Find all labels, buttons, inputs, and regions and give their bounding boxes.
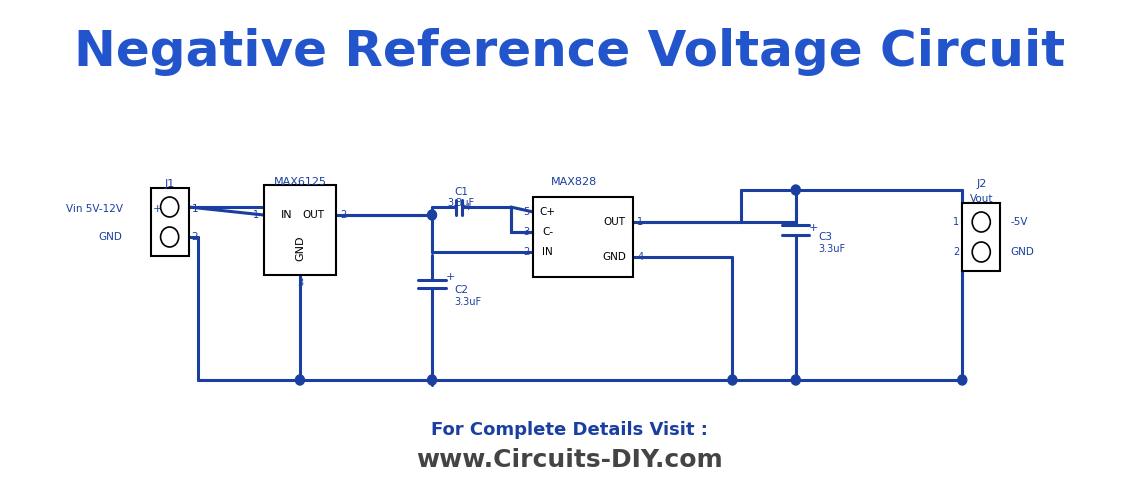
Text: Vout: Vout: [969, 194, 993, 204]
Text: IN: IN: [280, 210, 293, 220]
Text: 1: 1: [637, 217, 644, 227]
Text: For Complete Details Visit :: For Complete Details Visit :: [432, 421, 708, 439]
Text: 5: 5: [523, 207, 530, 217]
Text: 2: 2: [191, 232, 198, 242]
Text: 3: 3: [297, 278, 303, 288]
Text: C+: C+: [540, 207, 556, 217]
Text: 3: 3: [523, 227, 530, 237]
Text: MAX6125: MAX6125: [273, 177, 327, 187]
Text: GND: GND: [295, 235, 305, 261]
Text: 2: 2: [953, 247, 959, 257]
Text: C1: C1: [454, 187, 468, 197]
Text: +: +: [153, 204, 163, 214]
Text: 1: 1: [254, 210, 260, 220]
Circle shape: [161, 227, 179, 247]
Circle shape: [427, 375, 436, 385]
Text: +: +: [809, 223, 819, 233]
Text: OUT: OUT: [604, 217, 625, 227]
Text: www.Circuits-DIY.com: www.Circuits-DIY.com: [416, 448, 723, 472]
Text: 2: 2: [341, 210, 346, 220]
Bar: [962, 203, 1000, 271]
Circle shape: [161, 197, 179, 217]
Text: -5V: -5V: [1010, 217, 1027, 227]
Text: C-: C-: [542, 227, 554, 237]
Circle shape: [295, 375, 304, 385]
Text: +: +: [445, 272, 454, 282]
Text: C2: C2: [454, 285, 468, 295]
Text: 3.3uF: 3.3uF: [454, 297, 482, 307]
Text: GND: GND: [1010, 247, 1034, 257]
Text: OUT: OUT: [303, 210, 325, 220]
Text: MAX828: MAX828: [551, 177, 597, 187]
Text: GND: GND: [99, 232, 123, 242]
Circle shape: [958, 375, 967, 385]
Text: 3.3uF: 3.3uF: [819, 244, 845, 254]
Text: Negative Reference Voltage Circuit: Negative Reference Voltage Circuit: [74, 28, 1065, 76]
Text: IN: IN: [542, 247, 554, 257]
Text: 2: 2: [523, 247, 530, 257]
Text: J1: J1: [164, 179, 174, 189]
Text: J2: J2: [976, 179, 986, 189]
Circle shape: [973, 212, 990, 232]
Circle shape: [792, 375, 801, 385]
Text: 1: 1: [191, 204, 198, 214]
Bar: [150, 188, 189, 256]
Text: Vin 5V-12V: Vin 5V-12V: [66, 204, 123, 214]
Bar: [264, 185, 336, 275]
Text: +: +: [464, 202, 473, 212]
Text: C3: C3: [819, 232, 833, 242]
Text: GND: GND: [603, 252, 626, 262]
Text: 3.3uF: 3.3uF: [448, 198, 475, 208]
Circle shape: [792, 185, 801, 195]
Circle shape: [427, 210, 436, 220]
Text: 4: 4: [637, 252, 644, 262]
Text: 1: 1: [953, 217, 959, 227]
Bar: [533, 197, 633, 277]
Circle shape: [973, 242, 990, 262]
Circle shape: [728, 375, 737, 385]
